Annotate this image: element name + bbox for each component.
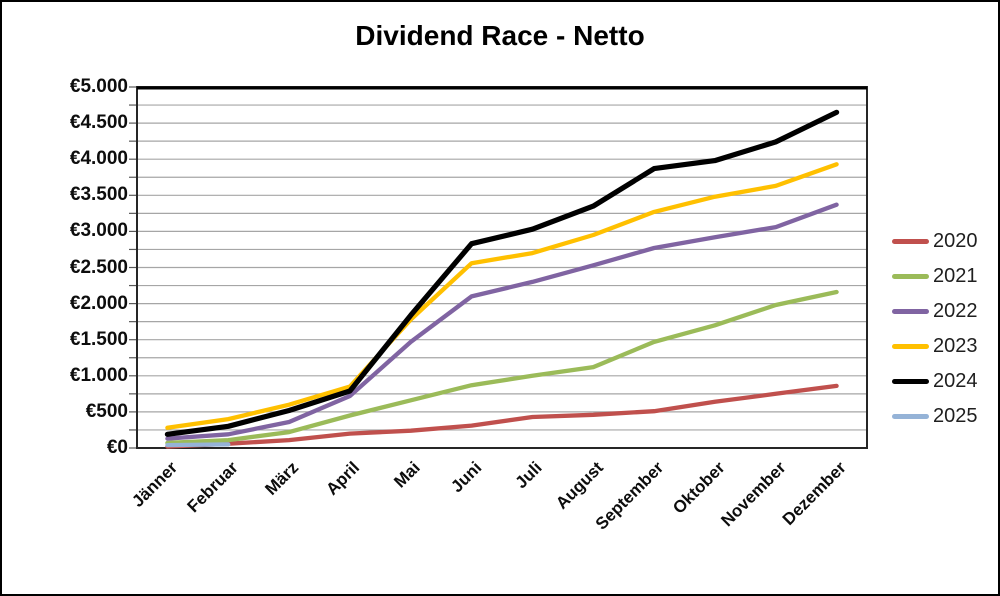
legend-label: 2025 — [933, 405, 978, 427]
y-axis-label: €4.500 — [69, 112, 128, 134]
series-line-2021 — [165, 289, 839, 446]
legend-item-2021: 2021 — [892, 259, 978, 294]
legend-item-2023: 2023 — [892, 329, 978, 364]
series-line-2024 — [164, 109, 840, 437]
chart-title: Dividend Race - Netto — [355, 20, 645, 51]
series-line-2020 — [165, 383, 839, 449]
legend-line-swatch — [892, 309, 929, 314]
x-axis-label: Jänner — [128, 458, 181, 511]
legend-line-swatch — [892, 414, 929, 419]
legend-label: 2023 — [933, 335, 978, 357]
y-axis-label: €3.500 — [69, 184, 128, 206]
y-axis-label: €1.000 — [69, 364, 128, 386]
legend-line-swatch — [892, 344, 929, 349]
y-axis-label: €1.500 — [69, 328, 128, 350]
legend: 2020 2021 2022 2023 2024 2025 — [892, 224, 978, 434]
legend-line-swatch — [892, 239, 929, 244]
x-axis-label: Februar — [183, 458, 242, 517]
x-axis-label: Dezember — [779, 458, 851, 529]
legend-item-2025: 2025 — [892, 399, 978, 434]
line-chart-plot-area — [129, 86, 868, 449]
legend-label: 2020 — [933, 230, 978, 252]
x-axis-label: Mai — [390, 458, 425, 492]
y-axis-label: €5.000 — [69, 76, 128, 97]
series-line-2025 — [165, 442, 231, 448]
series-line-2022 — [165, 202, 839, 441]
y-axis-label: €0 — [106, 437, 128, 458]
x-axis-label: November — [716, 458, 790, 531]
x-axis-label: März — [261, 458, 303, 499]
y-axis-label: €2.500 — [69, 256, 128, 278]
x-axis-label: Juni — [446, 458, 486, 497]
y-axis-label: €4.000 — [69, 148, 128, 170]
y-axis-label: €3.000 — [69, 220, 128, 242]
legend-item-2022: 2022 — [892, 294, 978, 329]
legend-item-2020: 2020 — [892, 224, 978, 259]
x-axis-label: Oktober — [668, 458, 729, 518]
x-axis-label: August — [551, 458, 607, 513]
legend-line-swatch — [892, 379, 929, 384]
x-axis-label: Juli — [511, 458, 546, 493]
legend-label: 2021 — [933, 265, 978, 287]
legend-item-2024: 2024 — [892, 364, 978, 399]
legend-line-swatch — [892, 274, 929, 279]
legend-label: 2024 — [933, 370, 978, 392]
y-axis-label: €2.000 — [69, 292, 128, 314]
x-axis-label: April — [322, 458, 364, 499]
y-axis-label: €500 — [85, 400, 128, 422]
legend-label: 2022 — [933, 300, 978, 322]
series-line-2023 — [165, 162, 839, 430]
